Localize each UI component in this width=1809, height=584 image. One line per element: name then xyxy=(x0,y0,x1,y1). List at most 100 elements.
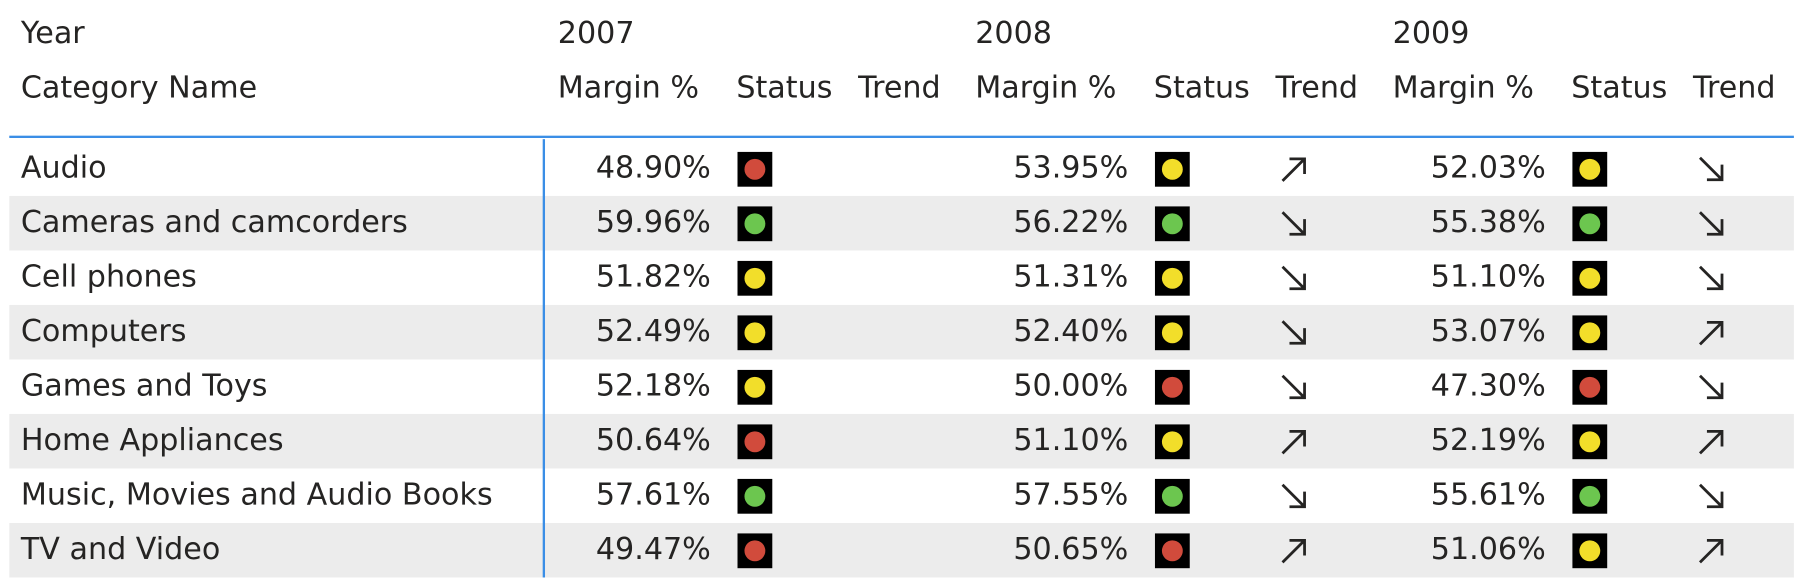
status-icon xyxy=(737,369,773,405)
arrow-path xyxy=(1281,374,1306,400)
status-icon xyxy=(1572,315,1608,351)
status-dot xyxy=(744,213,766,235)
arrow-path xyxy=(1698,211,1724,236)
status-icon xyxy=(1572,533,1608,569)
status-icon xyxy=(1154,260,1190,296)
status-icon xyxy=(1154,315,1190,351)
status-icon xyxy=(1572,478,1608,514)
trend-arrow xyxy=(1698,538,1724,564)
margin: 48.90% xyxy=(595,150,711,186)
margin: 56.22% xyxy=(1013,205,1129,241)
column-header: Status xyxy=(1153,70,1250,106)
status-icon xyxy=(737,315,773,351)
trend-arrow xyxy=(1698,211,1724,236)
margin: 50.00% xyxy=(1013,368,1129,404)
category: Home Appliances xyxy=(20,423,284,459)
trend-arrow xyxy=(1281,374,1306,400)
trend-arrow xyxy=(1281,211,1306,236)
margin: 57.55% xyxy=(1013,477,1129,513)
year-header: 2009 xyxy=(1392,16,1470,52)
arrow-path xyxy=(1698,320,1724,346)
row-band xyxy=(9,195,1794,251)
arrow-path xyxy=(1281,211,1306,236)
status-icon xyxy=(737,533,773,569)
status-icon xyxy=(1572,424,1608,460)
margin: 51.10% xyxy=(1430,259,1546,295)
row-band xyxy=(9,304,1794,360)
margin: 52.19% xyxy=(1430,423,1546,459)
margin: 52.40% xyxy=(1013,314,1129,350)
status-dot xyxy=(744,485,766,507)
status-dot xyxy=(744,158,766,180)
status-icon xyxy=(737,151,773,187)
status-dot xyxy=(1161,322,1183,344)
trend-arrow xyxy=(1281,157,1306,182)
year-header: 2008 xyxy=(975,16,1052,52)
margin: 55.61% xyxy=(1430,477,1546,513)
status-dot xyxy=(744,431,766,453)
status-icon xyxy=(737,424,773,460)
column-header: Status xyxy=(1571,70,1668,106)
status-dot xyxy=(1579,376,1601,398)
status-dot xyxy=(744,267,766,289)
status-dot xyxy=(1579,431,1601,453)
status-dot xyxy=(1579,322,1601,344)
margin: 52.03% xyxy=(1430,150,1546,186)
status-icon xyxy=(1154,533,1190,569)
column-header: Trend xyxy=(858,70,941,106)
trend-arrow xyxy=(1281,320,1306,345)
row-divider xyxy=(542,139,546,578)
status-icon xyxy=(1154,151,1190,187)
category: TV and Video xyxy=(20,532,221,568)
status-icon xyxy=(1154,424,1190,460)
margin: 53.95% xyxy=(1013,150,1129,186)
status-dot xyxy=(1161,540,1183,562)
status-icon xyxy=(1572,206,1608,242)
trend-arrow xyxy=(1698,265,1724,291)
status-icon xyxy=(1572,151,1608,187)
margin: 52.18% xyxy=(595,368,711,404)
trend-arrow xyxy=(1698,374,1724,400)
status-dot xyxy=(1579,540,1601,562)
arrow-path xyxy=(1698,265,1724,291)
status-icon xyxy=(1572,260,1608,296)
category: Games and Toys xyxy=(20,368,268,404)
status-dot xyxy=(1579,213,1601,235)
status-dot xyxy=(1579,267,1601,289)
status-dot xyxy=(1161,267,1183,289)
status-dot xyxy=(1579,158,1601,180)
margin: 47.30% xyxy=(1430,368,1546,404)
margin: 51.31% xyxy=(1013,259,1129,295)
status-dot xyxy=(1161,431,1183,453)
margin: 51.06% xyxy=(1430,532,1546,568)
year-header: 2007 xyxy=(557,16,635,52)
status-dot xyxy=(1161,158,1183,180)
trend-arrow xyxy=(1281,265,1306,291)
margin: 59.96% xyxy=(595,205,711,241)
margin: 49.47% xyxy=(595,532,711,568)
margin: 55.38% xyxy=(1430,205,1546,241)
arrow-path xyxy=(1698,156,1724,182)
trend-arrow xyxy=(1281,429,1306,455)
status-icon xyxy=(1154,206,1190,242)
status-icon xyxy=(1572,369,1608,405)
margin: 52.49% xyxy=(595,314,711,350)
arrow-path xyxy=(1281,538,1306,564)
trend-arrow xyxy=(1698,483,1724,509)
category: Computers xyxy=(20,314,187,350)
year-label: Year xyxy=(20,16,85,52)
trend-arrow xyxy=(1281,538,1306,564)
column-header: Trend xyxy=(1275,70,1359,106)
trend-arrow xyxy=(1698,320,1724,346)
category: Audio xyxy=(20,150,107,186)
status-dot xyxy=(744,376,766,398)
status-dot xyxy=(1579,485,1601,507)
category: Cameras and camcorders xyxy=(20,205,408,241)
status-dot xyxy=(1161,376,1183,398)
column-header: Margin % xyxy=(557,70,699,106)
margin: 50.64% xyxy=(595,423,711,459)
arrow-path xyxy=(1698,483,1724,509)
arrow-path xyxy=(1281,265,1306,291)
row-label: Category Name xyxy=(20,70,258,106)
